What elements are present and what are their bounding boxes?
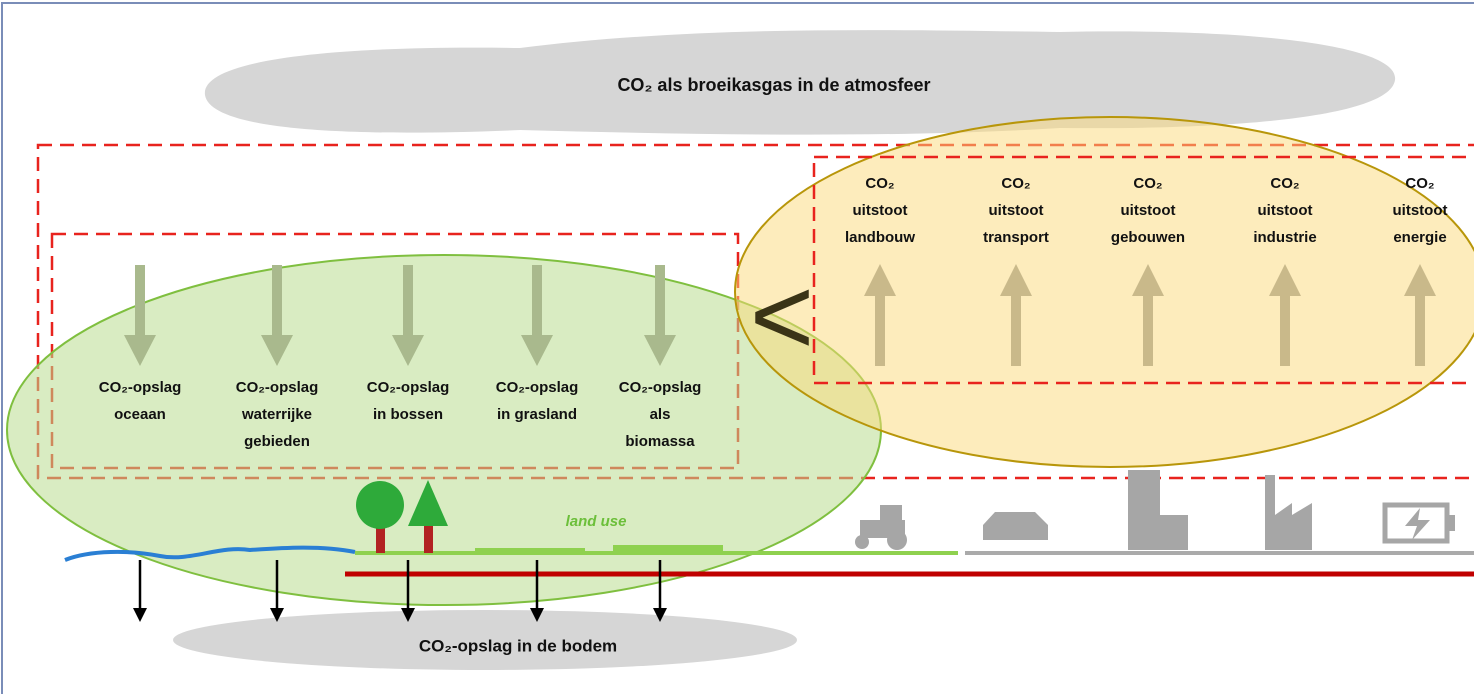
emission-label: CO₂ bbox=[1405, 175, 1434, 192]
storage-label: als bbox=[650, 406, 671, 423]
icons bbox=[855, 470, 1455, 550]
soil-arrow-head bbox=[133, 608, 147, 622]
emission-label: energie bbox=[1393, 229, 1446, 246]
emission-label: gebouwen bbox=[1111, 229, 1185, 246]
storage-label: waterrijke bbox=[241, 406, 312, 423]
emission-label: uitstoot bbox=[1121, 202, 1176, 219]
atmosphere-label: CO₂ als broeikasgas in de atmosfeer bbox=[617, 75, 930, 95]
battery bbox=[1447, 515, 1455, 531]
tractor bbox=[855, 535, 869, 549]
tractor bbox=[887, 530, 907, 550]
emission-label: CO₂ bbox=[865, 175, 894, 192]
emission-label: landbouw bbox=[845, 229, 915, 246]
storage-label: in grasland bbox=[497, 406, 577, 423]
tree-crown bbox=[356, 481, 404, 529]
storage-label: CO₂-opslag bbox=[496, 379, 579, 396]
storage-label: CO₂-opslag bbox=[99, 379, 182, 396]
car bbox=[983, 512, 1048, 540]
diagram: CO₂ als broeikasgas in de atmosfeer < la… bbox=[0, 0, 1474, 694]
storage-label: in bossen bbox=[373, 406, 443, 423]
storage-label: CO₂-opslag bbox=[619, 379, 702, 396]
building bbox=[1128, 470, 1160, 550]
emission-label: CO₂ bbox=[1133, 175, 1162, 192]
emission-label: CO₂ bbox=[1001, 175, 1030, 192]
storage-label: CO₂-opslag bbox=[236, 379, 319, 396]
emission-label: uitstoot bbox=[989, 202, 1044, 219]
emission-label: uitstoot bbox=[853, 202, 908, 219]
emission-label: uitstoot bbox=[1393, 202, 1448, 219]
grass bbox=[475, 548, 585, 554]
grass bbox=[613, 545, 723, 553]
storage-label: gebieden bbox=[244, 433, 310, 450]
tractor bbox=[880, 505, 902, 523]
factory bbox=[1265, 475, 1312, 550]
emission-label: industrie bbox=[1253, 229, 1316, 246]
emission-label: transport bbox=[983, 229, 1049, 246]
land-use-label: land use bbox=[566, 513, 627, 530]
soil-label: CO₂-opslag in de bodem bbox=[419, 636, 617, 655]
storage-label: biomassa bbox=[625, 433, 695, 450]
storage-label: oceaan bbox=[114, 406, 166, 423]
comparison-sign: < bbox=[750, 255, 814, 378]
page: CO₂ als broeikasgas in de atmosfeer < la… bbox=[0, 0, 1474, 694]
battery bbox=[1405, 508, 1430, 540]
building bbox=[1160, 515, 1188, 550]
emission-label: uitstoot bbox=[1258, 202, 1313, 219]
storage-label: CO₂-opslag bbox=[367, 379, 450, 396]
emission-ellipse bbox=[735, 117, 1474, 467]
emission-label: CO₂ bbox=[1270, 175, 1299, 192]
